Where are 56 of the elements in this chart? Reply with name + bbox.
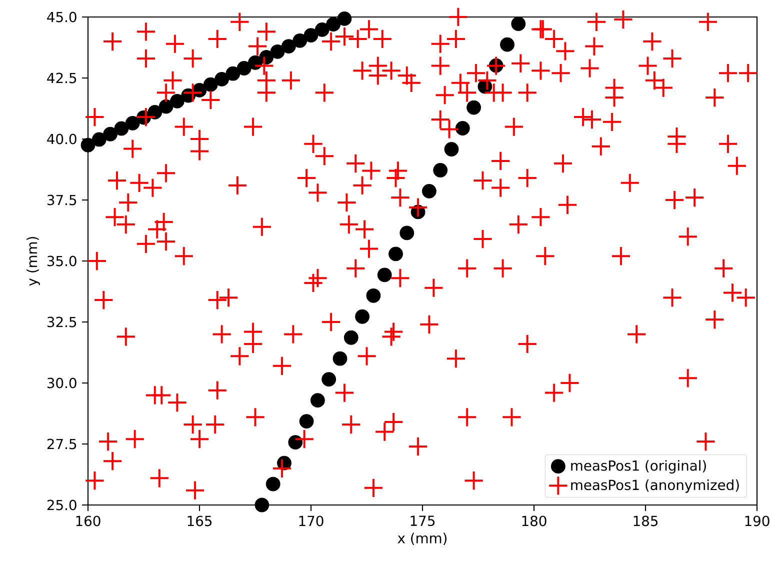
x-tick-label: 180: [522, 516, 546, 526]
point: [114, 121, 129, 136]
point: [299, 414, 314, 429]
point: [337, 12, 352, 26]
point: [203, 77, 218, 92]
point: [214, 72, 230, 86]
point: [254, 498, 270, 512]
y-tick-label: 27.5: [47, 438, 76, 450]
x-tick-label: 165: [188, 516, 212, 526]
x-tick-label: 170: [299, 516, 324, 526]
point: [511, 16, 526, 32]
point: [355, 309, 370, 324]
point: [310, 393, 325, 408]
x-tick-label: 190: [745, 516, 770, 526]
point: [292, 33, 308, 48]
point: [158, 99, 174, 114]
x-tick-label: 175: [410, 516, 435, 526]
x-tick-label: 185: [634, 516, 658, 526]
point: [270, 44, 285, 59]
point: [500, 37, 514, 52]
point: [103, 126, 118, 142]
point: [170, 94, 184, 108]
point: [266, 476, 280, 492]
point: [444, 142, 459, 156]
point: [400, 226, 414, 240]
point: [322, 372, 336, 387]
point: [388, 246, 403, 262]
point: [466, 100, 481, 115]
y-tick-label: 32.5: [47, 316, 76, 328]
point: [377, 268, 392, 282]
point: [92, 132, 106, 147]
y-tick-label: 30.0: [47, 378, 76, 388]
y-tick-label: 25.0: [47, 500, 76, 510]
y-tick-label: 37.5: [47, 194, 76, 206]
legend-label: measPos1 (anonymized): [571, 479, 739, 493]
y-tick-label: 45.0: [47, 12, 76, 22]
point: [304, 28, 318, 42]
point: [366, 288, 381, 303]
x-tick-label: 160: [76, 516, 100, 526]
point: [236, 61, 252, 76]
point: [226, 66, 240, 81]
point: [332, 351, 348, 366]
y-tick-label: 35.0: [47, 256, 76, 266]
point: [326, 17, 341, 32]
y-tick-label: 40.0: [47, 134, 76, 144]
point: [344, 330, 358, 345]
point: [80, 138, 96, 152]
y-axis-title: y (mm): [26, 236, 40, 286]
point: [125, 116, 140, 130]
point: [314, 22, 330, 37]
point: [433, 163, 448, 178]
legend-label: measPos1 (original): [571, 460, 706, 474]
y-tick-label: 42.5: [47, 72, 76, 84]
x-axis-title: x (mm): [398, 532, 447, 546]
point: [282, 39, 296, 54]
point: [422, 184, 436, 198]
